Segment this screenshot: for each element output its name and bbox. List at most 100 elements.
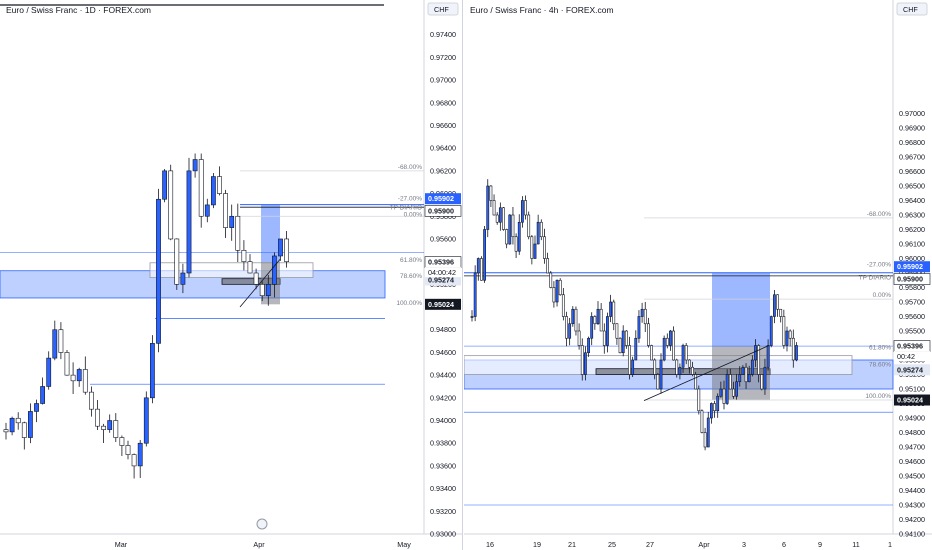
candle-bull: [9, 417, 15, 433]
price-tag-text: 0.95024: [897, 396, 923, 405]
trend-line: [643, 345, 770, 401]
candle-bear: [713, 403, 716, 412]
candle-bull: [46, 357, 52, 387]
candle-bull: [785, 330, 789, 346]
candle-bull: [621, 330, 625, 354]
candle-bear: [511, 214, 515, 238]
price-tag-text: 0.95024: [428, 300, 454, 309]
time-tick-label: 16: [486, 540, 494, 549]
countdown-text: 04:00:42: [428, 268, 456, 277]
candle-bear: [247, 261, 253, 274]
candle-bull: [52, 329, 58, 359]
candle-bear: [565, 316, 568, 339]
candle-bull: [662, 337, 666, 361]
candle-bull: [669, 330, 672, 346]
candle-bull: [735, 381, 739, 397]
candle-bull: [40, 386, 45, 404]
price-tick-label: 0.94200: [899, 515, 925, 524]
candle-bull: [27, 411, 33, 438]
candle-bull: [508, 214, 512, 245]
candle-bear: [647, 323, 650, 346]
currency-badge: [896, 2, 928, 16]
price-tag-text: 0.95902: [428, 194, 454, 203]
candle-bull: [640, 308, 644, 317]
time-tick-label: Apr: [253, 540, 265, 549]
candle-bear: [612, 301, 616, 325]
price-tick-label: 0.96600: [430, 121, 456, 130]
chart-pane-daily[interactable]: 0.976000.974000.972000.970000.968000.966…: [0, 0, 463, 550]
price-tick-label: 0.96800: [430, 98, 456, 107]
price-tag-text: 0.95274: [428, 275, 454, 284]
time-tick-label: May: [397, 540, 411, 549]
candle-bear: [514, 236, 518, 252]
price-tick-label: 0.95700: [899, 298, 925, 307]
candle-bear: [546, 258, 550, 274]
candle-bull: [754, 345, 757, 361]
fib-level-label: TP DIARIO: [859, 275, 891, 282]
time-tick-label: Apr: [698, 540, 710, 549]
candle-bear: [561, 294, 565, 317]
price-tick-label: 0.94900: [899, 414, 925, 423]
candle-bear: [672, 330, 676, 361]
candle-bear: [577, 330, 581, 346]
candle-bull: [596, 308, 600, 325]
chart-pane-4h[interactable]: 0.97000 0.96900 0.96800 0.96700 0.96600 0.965…: [464, 0, 932, 550]
price-tick-label: 0.95800: [899, 283, 925, 292]
price-tag-tp_line: [893, 273, 931, 285]
candle-bear: [779, 308, 783, 317]
candle-bull: [637, 316, 641, 339]
candle-bull: [772, 294, 776, 317]
candle-bull: [180, 272, 186, 285]
candle-bull: [486, 185, 490, 230]
candle-bull: [473, 272, 477, 317]
time-tick-label: 11: [852, 540, 859, 549]
candle-bear: [624, 330, 628, 346]
price-tag-text: 0.95900: [428, 206, 454, 215]
candle-bull: [265, 284, 271, 296]
candle-bear: [643, 308, 647, 325]
candle-bull: [483, 229, 487, 281]
candle-bull: [678, 366, 682, 375]
chart-title-daily: Euro / Swiss Franc · 1D · FOREX.com: [6, 5, 151, 15]
price-tick-label: 0.96200: [899, 225, 925, 234]
price-tick-label: 0.95500: [899, 327, 925, 336]
candle-bear: [656, 374, 660, 390]
countdown-text: 00:42: [897, 352, 915, 361]
time-tick-label: Mar: [115, 540, 128, 549]
price-tick-label: 0.94400: [430, 371, 456, 380]
candle-bull: [520, 200, 524, 223]
candle-bear: [549, 272, 553, 288]
countdown-tag: [894, 351, 930, 362]
time-tick-label: 21: [568, 540, 576, 549]
candle-bear: [284, 238, 289, 262]
tradingview-logo-icon[interactable]: [256, 518, 268, 530]
price-tick-label: 0.96400: [899, 196, 925, 205]
candle-bear: [58, 329, 64, 353]
price-tick-label: 0.93600: [430, 461, 456, 470]
time-tick-label: 19: [533, 540, 541, 549]
candle-bear: [495, 214, 499, 223]
price-tick-label: 0.96100: [899, 240, 925, 249]
candle-bull: [186, 170, 192, 274]
countdown-tag: [425, 267, 461, 278]
price-tag-tp_line: [424, 205, 462, 217]
candle-bull: [229, 215, 235, 228]
candle-bull: [587, 337, 590, 354]
price-tick-label: 0.94600: [899, 457, 925, 466]
price-tick-label: 0.94200: [430, 393, 456, 402]
candle-bear: [558, 279, 562, 296]
candle-bear: [119, 437, 125, 446]
chart-title-4h: Euro / Swiss Franc · 4h · FOREX.com: [470, 5, 614, 15]
price-tick-label: 0.95900: [899, 269, 925, 278]
candle-bear: [744, 366, 748, 383]
candle-bear: [539, 221, 543, 238]
daily-chart-canvas[interactable]: 0.976000.974000.972000.970000.968000.966…: [0, 0, 463, 550]
candle-bear: [782, 316, 786, 346]
4h-chart-canvas[interactable]: 0.97000 0.96900 0.96800 0.96700 0.96600 0.965…: [464, 0, 932, 550]
candle-bull: [137, 442, 143, 467]
long-target-zone: [261, 204, 280, 263]
candle-bear: [722, 388, 726, 404]
candle-bull: [584, 352, 587, 375]
price-tag-fib_786: [894, 364, 930, 376]
candle-bull: [150, 343, 155, 399]
